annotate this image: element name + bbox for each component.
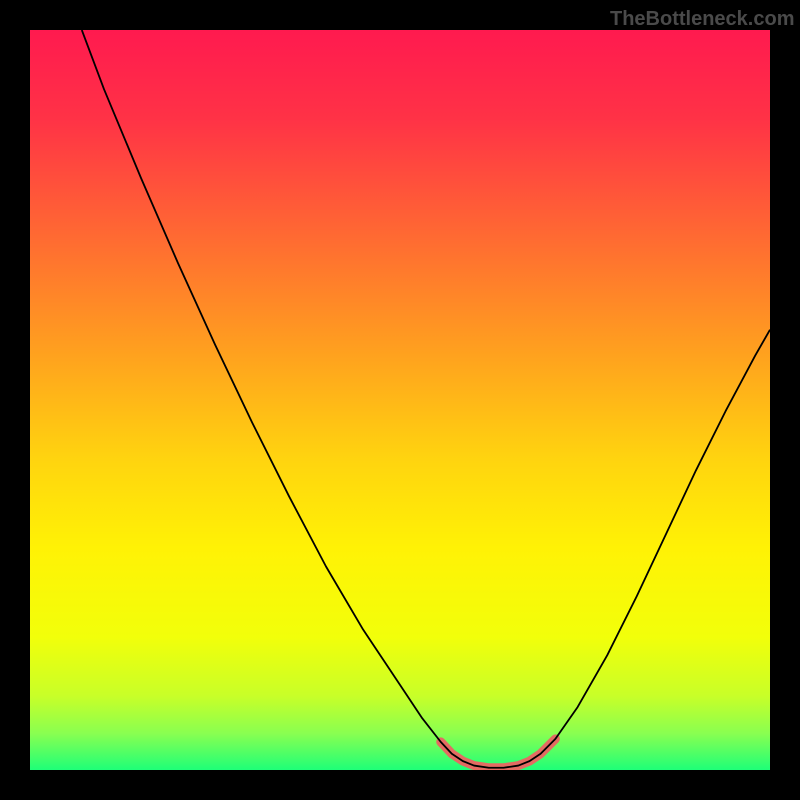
chart-container: { "attribution": { "text": "TheBottlenec…	[0, 0, 800, 800]
attribution-text: TheBottleneck.com	[610, 8, 794, 31]
chart-background	[30, 30, 770, 770]
bottleneck-chart	[30, 30, 770, 770]
